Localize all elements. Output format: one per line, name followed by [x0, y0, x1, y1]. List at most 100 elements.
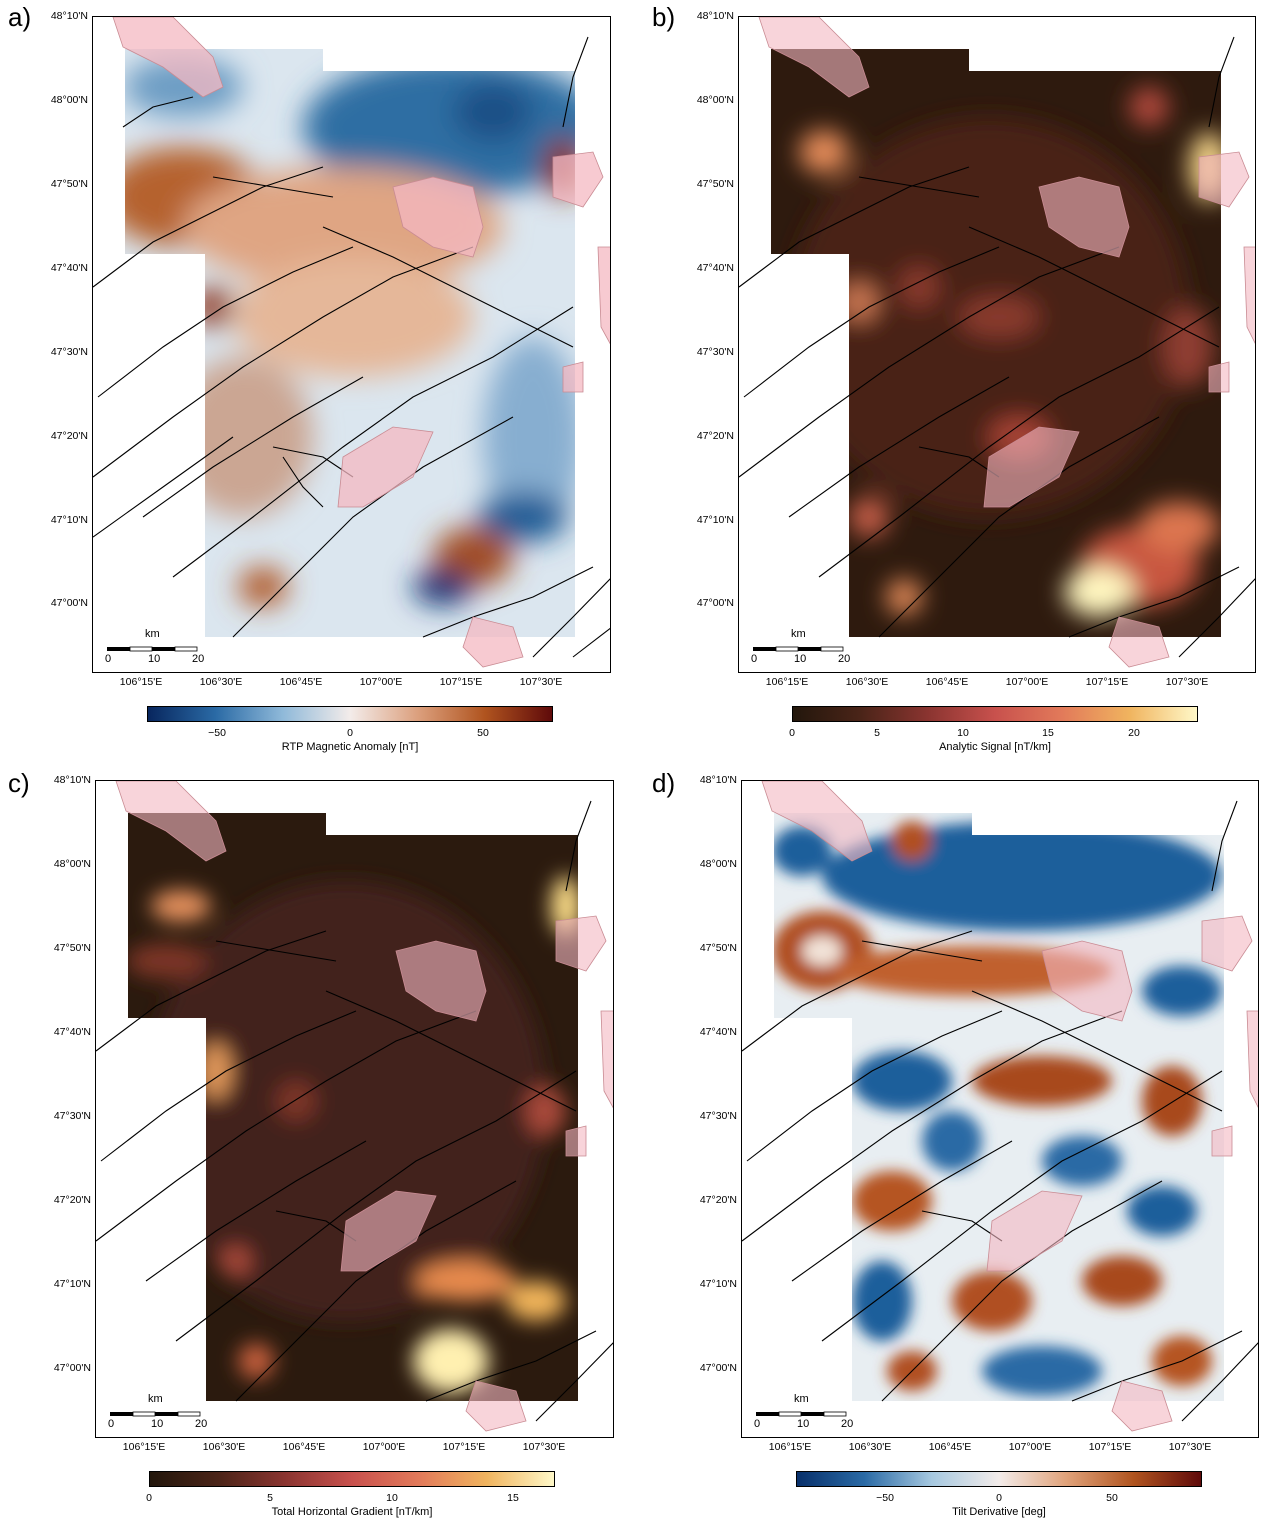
- lat-tick: 48°00'N: [53, 858, 91, 870]
- fault-lines: [93, 36, 610, 658]
- colorbar-tick: 5: [874, 727, 880, 739]
- lat-tick: 48°00'N: [699, 858, 737, 870]
- scalebar-label: 20: [195, 1418, 208, 1430]
- scalebar-unit: km: [794, 1393, 809, 1405]
- lon-tick: 106°30'E: [845, 676, 889, 688]
- lat-tick: 48°10'N: [53, 774, 91, 786]
- scalebar-label: 10: [151, 1418, 164, 1430]
- colorbar-tick: 0: [146, 1492, 152, 1504]
- lat-tick: 48°10'N: [699, 774, 737, 786]
- lat-tick: 47°10'N: [53, 1278, 91, 1290]
- panel-label: d): [652, 768, 676, 798]
- analytic-signal-map: [739, 17, 1255, 668]
- scalebar-unit: km: [145, 628, 160, 640]
- lon-tick: 106°45'E: [282, 1441, 326, 1453]
- colorbar-tick: 50: [1106, 1492, 1118, 1504]
- colorbar-tick: 20: [1128, 727, 1140, 739]
- map-frame-horizontal-gradient: [95, 780, 614, 1438]
- lat-tick: 47°40'N: [696, 262, 734, 274]
- lat-tick: 47°10'N: [696, 514, 734, 526]
- grid-area: [125, 49, 575, 637]
- lon-tick: 106°15'E: [765, 676, 809, 688]
- scalebar-label: 20: [841, 1418, 854, 1430]
- intrusions: [115, 781, 613, 1432]
- lon-tick: 107°30'E: [522, 1441, 566, 1453]
- lat-tick: 48°00'N: [696, 94, 734, 106]
- colorbar-tick: −50: [876, 1492, 894, 1504]
- rtp-anomaly-map: [93, 17, 610, 668]
- colorbar-tick: 5: [267, 1492, 273, 1504]
- scalebar-label: 0: [751, 653, 758, 665]
- map-frame-rtp: [92, 16, 611, 673]
- lon-tick: 107°00'E: [1005, 676, 1049, 688]
- colorbar-tilt-derivative: [796, 1471, 1202, 1487]
- lon-tick: 106°45'E: [925, 676, 969, 688]
- lat-tick: 47°20'N: [696, 430, 734, 442]
- lon-tick: 107°15'E: [442, 1441, 486, 1453]
- lon-tick: 106°30'E: [199, 676, 243, 688]
- scalebar-label: 10: [794, 653, 807, 665]
- lat-tick: 47°10'N: [699, 1278, 737, 1290]
- scalebar-label: 20: [838, 653, 851, 665]
- lat-tick: 47°00'N: [50, 597, 88, 609]
- lat-tick: 47°20'N: [50, 430, 88, 442]
- lat-tick: 47°10'N: [50, 514, 88, 526]
- lat-tick: 47°30'N: [696, 346, 734, 358]
- lat-tick: 48°10'N: [696, 10, 734, 22]
- scalebar-graphic: [107, 646, 198, 652]
- scalebar-label: 0: [105, 653, 112, 665]
- lat-tick: 47°50'N: [699, 942, 737, 954]
- lat-tick: 47°50'N: [53, 942, 91, 954]
- lon-tick: 107°00'E: [362, 1441, 406, 1453]
- panel-label: b): [652, 2, 676, 32]
- lon-tick: 107°00'E: [359, 676, 403, 688]
- colorbar-tick: 0: [789, 727, 795, 739]
- intrusions: [112, 17, 610, 668]
- lat-tick: 47°20'N: [53, 1194, 91, 1206]
- colorbar-tick: 0: [996, 1492, 1002, 1504]
- lon-tick: 106°15'E: [119, 676, 163, 688]
- scalebar-unit: km: [791, 628, 806, 640]
- scalebar-graphic: [753, 646, 844, 652]
- lat-tick: 47°50'N: [696, 178, 734, 190]
- colorbar-tick: 50: [477, 727, 489, 739]
- colorbar-tick: −50: [208, 727, 226, 739]
- lon-tick: 107°15'E: [439, 676, 483, 688]
- lat-tick: 47°50'N: [50, 178, 88, 190]
- lat-tick: 47°30'N: [53, 1110, 91, 1122]
- colorbar-title: Total Horizontal Gradient [nT/km]: [271, 1506, 433, 1518]
- scalebar-label: 20: [192, 653, 205, 665]
- map-frame-tilt-derivative: [741, 780, 1259, 1438]
- intrusions: [761, 781, 1258, 1432]
- lat-tick: 48°00'N: [50, 94, 88, 106]
- scalebar-graphic: [756, 1411, 847, 1417]
- colorbar-title: Analytic Signal [nT/km]: [939, 741, 1051, 753]
- colorbar-rtp: [147, 706, 553, 722]
- colorbar-horizontal-gradient: [149, 1471, 555, 1487]
- lon-tick: 106°45'E: [279, 676, 323, 688]
- lon-tick: 107°30'E: [519, 676, 563, 688]
- lon-tick: 106°15'E: [122, 1441, 166, 1453]
- map-frame-analytic-signal: [738, 16, 1256, 673]
- colorbar-title: Tilt Derivative [deg]: [952, 1506, 1046, 1518]
- lon-tick: 107°00'E: [1008, 1441, 1052, 1453]
- lat-tick: 47°00'N: [53, 1362, 91, 1374]
- lon-tick: 107°30'E: [1165, 676, 1209, 688]
- lon-tick: 106°30'E: [202, 1441, 246, 1453]
- colorbar-tick: 10: [386, 1492, 398, 1504]
- lat-tick: 47°00'N: [699, 1362, 737, 1374]
- scalebar-label: 0: [754, 1418, 761, 1430]
- colorbar-tick: 15: [1042, 727, 1054, 739]
- lon-tick: 106°30'E: [848, 1441, 892, 1453]
- colorbar-title: RTP Magnetic Anomaly [nT]: [281, 741, 419, 753]
- colorbar-tick: 10: [957, 727, 969, 739]
- scalebar-label: 10: [797, 1418, 810, 1430]
- fault-lines: [739, 36, 1255, 658]
- lat-tick: 47°40'N: [50, 262, 88, 274]
- lat-tick: 47°40'N: [699, 1026, 737, 1038]
- lon-tick: 106°45'E: [928, 1441, 972, 1453]
- lat-tick: 47°20'N: [699, 1194, 737, 1206]
- colorbar-tick: 0: [347, 727, 353, 739]
- lat-tick: 48°10'N: [50, 10, 88, 22]
- fault-lines: [96, 800, 613, 1422]
